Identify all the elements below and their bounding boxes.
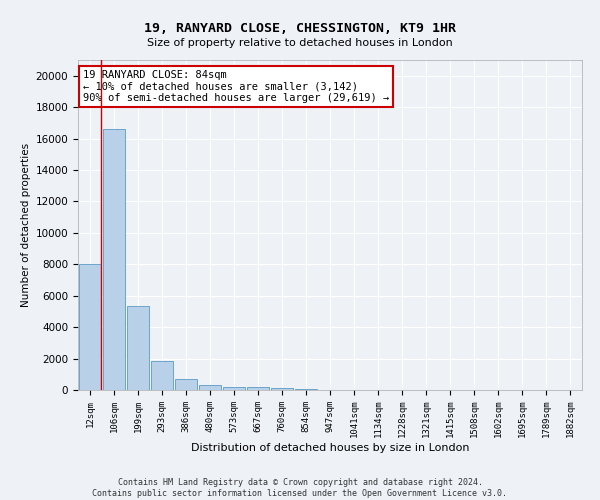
Bar	[199, 385, 221, 390]
Text: Contains HM Land Registry data © Crown copyright and database right 2024.
Contai: Contains HM Land Registry data © Crown c…	[92, 478, 508, 498]
Bar	[79, 264, 101, 390]
Bar	[271, 388, 293, 390]
Text: Size of property relative to detached houses in London: Size of property relative to detached ho…	[147, 38, 453, 48]
Bar	[247, 388, 269, 390]
Bar	[127, 306, 149, 390]
Bar	[223, 387, 245, 390]
X-axis label: Distribution of detached houses by size in London: Distribution of detached houses by size …	[191, 443, 469, 453]
Y-axis label: Number of detached properties: Number of detached properties	[22, 143, 31, 307]
Text: 19, RANYARD CLOSE, CHESSINGTON, KT9 1HR: 19, RANYARD CLOSE, CHESSINGTON, KT9 1HR	[144, 22, 456, 36]
Bar	[103, 129, 125, 390]
Bar	[175, 379, 197, 390]
Text: 19 RANYARD CLOSE: 84sqm
← 10% of detached houses are smaller (3,142)
90% of semi: 19 RANYARD CLOSE: 84sqm ← 10% of detache…	[83, 70, 389, 103]
Bar	[295, 388, 317, 390]
Bar	[151, 361, 173, 390]
